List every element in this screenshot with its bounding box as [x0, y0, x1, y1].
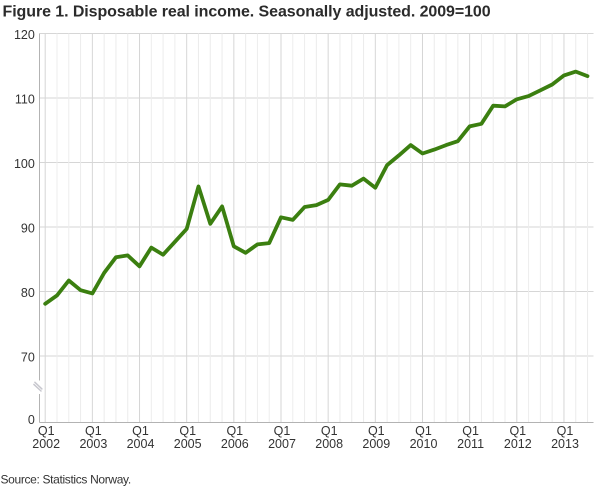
svg-text:Q1: Q1	[509, 424, 526, 438]
svg-text:Q1: Q1	[85, 424, 102, 438]
svg-text:2005: 2005	[174, 437, 202, 451]
svg-text:Q1: Q1	[132, 424, 149, 438]
svg-text:Q1: Q1	[321, 424, 338, 438]
svg-text:2009: 2009	[362, 437, 390, 451]
svg-text:Q1: Q1	[462, 424, 479, 438]
svg-text:Q1: Q1	[274, 424, 291, 438]
svg-text:120: 120	[14, 28, 35, 42]
svg-text:2002: 2002	[32, 437, 60, 451]
svg-text:2007: 2007	[268, 437, 296, 451]
svg-text:Q1: Q1	[557, 424, 574, 438]
svg-text:Q1: Q1	[38, 424, 55, 438]
svg-text:2008: 2008	[315, 437, 343, 451]
svg-text:2010: 2010	[410, 437, 438, 451]
svg-text:Figure 1. Disposable real inco: Figure 1. Disposable real income. Season…	[3, 4, 491, 21]
svg-text:100: 100	[14, 157, 35, 171]
svg-text:2004: 2004	[127, 437, 155, 451]
svg-text:2011: 2011	[457, 437, 484, 451]
svg-text:Q1: Q1	[179, 424, 196, 438]
svg-text:Q1: Q1	[226, 424, 243, 438]
svg-text:Q1: Q1	[415, 424, 432, 438]
svg-text:2012: 2012	[504, 437, 532, 451]
svg-text:70: 70	[21, 350, 35, 364]
svg-text:110: 110	[15, 92, 35, 106]
svg-text:Source: Statistics Norway.: Source: Statistics Norway.	[1, 473, 131, 487]
svg-text:80: 80	[21, 286, 35, 300]
svg-text:90: 90	[21, 221, 35, 235]
svg-text:2003: 2003	[79, 437, 107, 451]
svg-text:2006: 2006	[221, 437, 249, 451]
svg-text:0: 0	[28, 413, 35, 427]
svg-text:Q1: Q1	[368, 424, 385, 438]
svg-text:2013: 2013	[551, 437, 579, 451]
